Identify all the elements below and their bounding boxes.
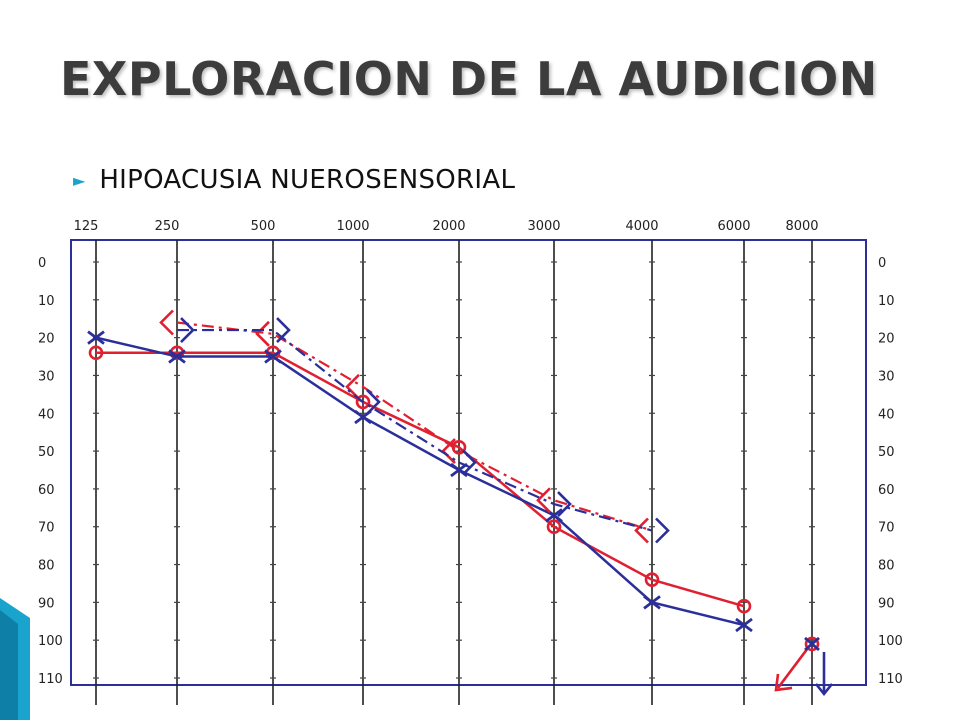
x-tick-label: 2000: [432, 219, 465, 234]
data-point-bracket-right: [655, 517, 670, 544]
x-tick-label: 500: [251, 219, 276, 234]
no-response-arrowhead: [774, 673, 793, 692]
data-point-bracket-right: [557, 491, 572, 517]
y-tick-label-right: 70: [878, 521, 895, 536]
corner-accent-shape: [0, 598, 30, 720]
y-tick-label-right: 0: [878, 256, 886, 271]
data-point-bracket-right: [276, 317, 291, 343]
y-tick-label-left: 80: [38, 559, 55, 574]
y-tick-label-left: 30: [38, 369, 55, 384]
series-line: [96, 351, 745, 608]
y-tick-label-left: 40: [38, 407, 55, 422]
y-tick-label-right: 90: [878, 596, 895, 611]
data-point-x: [87, 330, 105, 345]
data-point-bracket-left: [255, 320, 270, 347]
y-tick-label-right: 10: [878, 294, 895, 309]
data-point-bracket-left: [159, 309, 174, 336]
x-tick-label: 6000: [717, 219, 750, 234]
data-point-circle: [355, 394, 371, 410]
series-line: [176, 321, 653, 532]
y-tick-label-left: 10: [38, 294, 55, 309]
x-tick-label: 1000: [336, 219, 369, 234]
bullet-arrow-icon: ►: [73, 170, 86, 190]
y-tick-label-right: 110: [878, 672, 903, 687]
y-tick-label-right: 80: [878, 559, 895, 574]
data-point-circle: [736, 598, 752, 614]
no-response-circle: [804, 636, 820, 652]
y-tick-label-left: 20: [38, 332, 55, 347]
y-tick-label-left: 50: [38, 445, 55, 460]
y-tick-label-left: 90: [38, 596, 55, 611]
x-tick-label: 8000: [785, 219, 818, 234]
slide-title: EXPLORACION DE LA AUDICION: [60, 52, 878, 106]
data-point-circle: [88, 345, 104, 361]
x-tick-label: 125: [74, 219, 99, 234]
no-response-x: [804, 636, 820, 652]
audiogram-svg: 125 250 500 1000 2000 3000 4000 6000 8000 0 0 10 10 2…: [38, 219, 903, 705]
data-point-bracket-right: [180, 317, 195, 343]
data-point-circle: [546, 519, 562, 535]
y-tick-label-right: 60: [878, 483, 895, 498]
audiogram-chart: 125 250 500 1000 2000 3000 4000 6000 8000 0 0 10 10 2…: [24, 200, 934, 720]
bullet-item: ► HIPOACUSIA NUEROSENSORIAL: [73, 160, 515, 200]
no-response-arrowhead: [814, 683, 834, 697]
y-tick-label-left: 110: [38, 672, 63, 687]
y-tick-label-right: 100: [878, 634, 903, 649]
data-point-bracket-left: [536, 487, 551, 514]
data-point-bracket-right: [366, 389, 381, 415]
data-point-bracket-right: [462, 449, 477, 476]
y-tick-label-right: 40: [878, 407, 895, 422]
y-tick-label-right: 50: [878, 445, 895, 460]
bullet-text: HIPOACUSIA NUEROSENSORIAL: [99, 165, 516, 195]
data-point-x: [168, 349, 186, 364]
y-tick-label-right: 20: [878, 332, 895, 347]
x-tick-label: 250: [155, 219, 180, 234]
y-tick-label-right: 30: [878, 369, 895, 384]
y-tick-label-left: 100: [38, 634, 63, 649]
data-point-x: [643, 595, 661, 610]
x-tick-label: 4000: [625, 219, 658, 234]
series-line: [95, 336, 745, 627]
y-tick-label-left: 60: [38, 483, 55, 498]
data-point-bracket-left: [634, 517, 649, 544]
series-line: [177, 328, 653, 532]
x-tick-label: 3000: [527, 219, 560, 234]
data-point-x: [264, 349, 282, 364]
data-point-x: [735, 617, 753, 633]
data-point-circle: [644, 572, 660, 587]
y-tick-label-left: 0: [38, 256, 46, 271]
plot-frame: [70, 239, 867, 686]
no-response-arrow: [776, 647, 810, 689]
y-tick-label-left: 70: [38, 521, 55, 536]
